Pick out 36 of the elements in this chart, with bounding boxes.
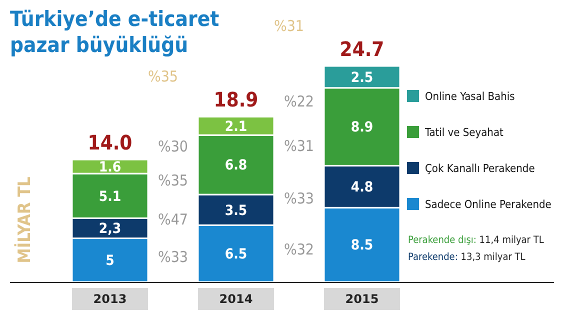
annotation: %22 bbox=[284, 92, 314, 111]
data-label: 6.5 bbox=[224, 246, 248, 262]
annotation: Perakende dışı: 11,4 milyar TL bbox=[408, 235, 544, 246]
legend-label: Tatil ve Seyahat bbox=[424, 126, 504, 139]
data-label: 2.5 bbox=[350, 70, 374, 86]
annotation: Parekende: 13,3 milyar TL bbox=[408, 252, 526, 263]
annotation: %35 bbox=[148, 68, 178, 86]
data-label: 8.9 bbox=[350, 120, 374, 136]
legend-label: Online Yasal Bahis bbox=[425, 90, 515, 103]
data-label: 5.1 bbox=[98, 188, 122, 205]
x-tick-label: 2014 bbox=[219, 292, 253, 306]
legend-label: Çok Kanallı Perakende bbox=[425, 162, 535, 175]
total-label: 14.0 bbox=[88, 130, 132, 155]
total-label: 18.9 bbox=[214, 88, 258, 112]
data-label: 1.6 bbox=[98, 159, 122, 176]
data-label: 8.5 bbox=[350, 238, 374, 254]
data-label: 2.1 bbox=[224, 118, 248, 135]
legend-label: Sadece Online Perakende bbox=[425, 198, 552, 211]
annotation: %47 bbox=[158, 210, 188, 228]
x-tick-label: 2015 bbox=[345, 292, 379, 306]
text: %31 bbox=[274, 17, 304, 35]
chart-title: Türkiye’de e-ticaret pazar büyüklüğü bbox=[10, 7, 220, 57]
x-tick-label: 2013 bbox=[93, 292, 127, 306]
annotation: %35 bbox=[158, 172, 188, 190]
annotation: %33 bbox=[284, 190, 314, 208]
data-label: 2,3 bbox=[98, 221, 122, 238]
annotation: %33 bbox=[158, 248, 188, 266]
data-label: 4.8 bbox=[350, 180, 374, 196]
total-label: 24.7 bbox=[340, 37, 384, 61]
annotation: %30 bbox=[158, 137, 188, 156]
y-axis-title: MİLYAR TL bbox=[14, 176, 35, 264]
data-label: 3.5 bbox=[224, 202, 248, 219]
data-label: 5 bbox=[106, 253, 114, 270]
annotation: %32 bbox=[284, 240, 314, 258]
data-label: 6.8 bbox=[224, 158, 248, 174]
annotation: %31 bbox=[284, 137, 314, 156]
